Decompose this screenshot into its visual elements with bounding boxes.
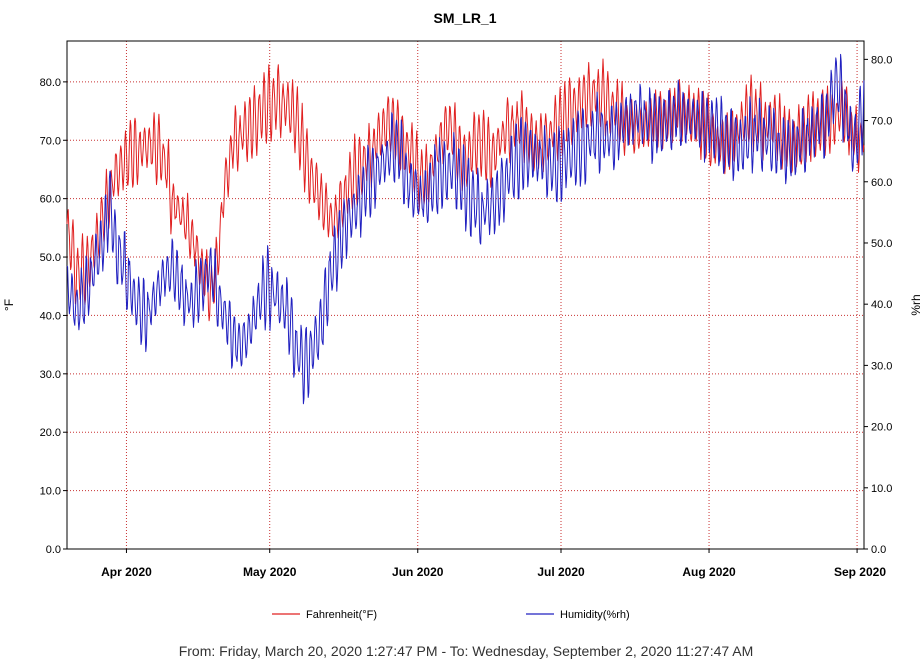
- legend-label-fahrenheit: Fahrenheit(°F): [306, 609, 377, 621]
- right-y-axis: 0.0 10.0 20.0 30.0 40.0 50.0 60.0 70.0 80.0: [864, 54, 892, 556]
- date-range-footer: From: Friday, March 20, 2020 1:27:47 PM …: [179, 643, 754, 659]
- x-tick-label: May 2020: [243, 565, 297, 579]
- x-tick-label: Apr 2020: [101, 565, 152, 579]
- left-tick-label: 80.0: [40, 77, 61, 89]
- left-tick-label: 30.0: [40, 369, 61, 381]
- right-tick-label: 70.0: [871, 116, 892, 128]
- right-tick-label: 60.0: [871, 177, 892, 189]
- right-tick-label: 30.0: [871, 360, 892, 372]
- left-tick-label: 20.0: [40, 427, 61, 439]
- series-line-fahrenheit: [66, 58, 865, 322]
- plot-area-border: [66, 40, 865, 550]
- grid-lines: [67, 41, 864, 549]
- right-axis-label: %rh: [909, 294, 923, 315]
- right-tick-label: 0.0: [871, 544, 886, 556]
- left-tick-label: 60.0: [40, 194, 61, 206]
- left-tick-label: 10.0: [40, 486, 61, 498]
- legend: Fahrenheit(°F) Humidity(%rh): [272, 609, 630, 621]
- right-tick-label: 50.0: [871, 238, 892, 250]
- legend-label-humidity: Humidity(%rh): [560, 609, 630, 621]
- series-layer: [66, 53, 865, 405]
- x-tick-label: Aug 2020: [682, 565, 736, 579]
- right-tick-label: 20.0: [871, 422, 892, 434]
- right-tick-label: 40.0: [871, 299, 892, 311]
- left-y-axis: 0.0 10.0 20.0 30.0 40.0 50.0 60.0 70.0 80.0: [40, 77, 67, 556]
- x-tick-label: Jun 2020: [392, 565, 444, 579]
- series-line-humidity: [66, 53, 865, 405]
- chart-title: SM_LR_1: [433, 10, 496, 26]
- left-tick-label: 0.0: [46, 544, 61, 556]
- left-tick-label: 70.0: [40, 135, 61, 147]
- x-tick-label: Sep 2020: [834, 565, 886, 579]
- left-tick-label: 50.0: [40, 252, 61, 264]
- left-tick-label: 40.0: [40, 310, 61, 322]
- right-tick-label: 10.0: [871, 483, 892, 495]
- x-tick-label: Jul 2020: [537, 565, 585, 579]
- left-axis-label: °F: [2, 299, 16, 311]
- x-axis: Apr 2020 May 2020 Jun 2020 Jul 2020 Aug 2020…: [101, 549, 886, 579]
- right-tick-label: 80.0: [871, 54, 892, 66]
